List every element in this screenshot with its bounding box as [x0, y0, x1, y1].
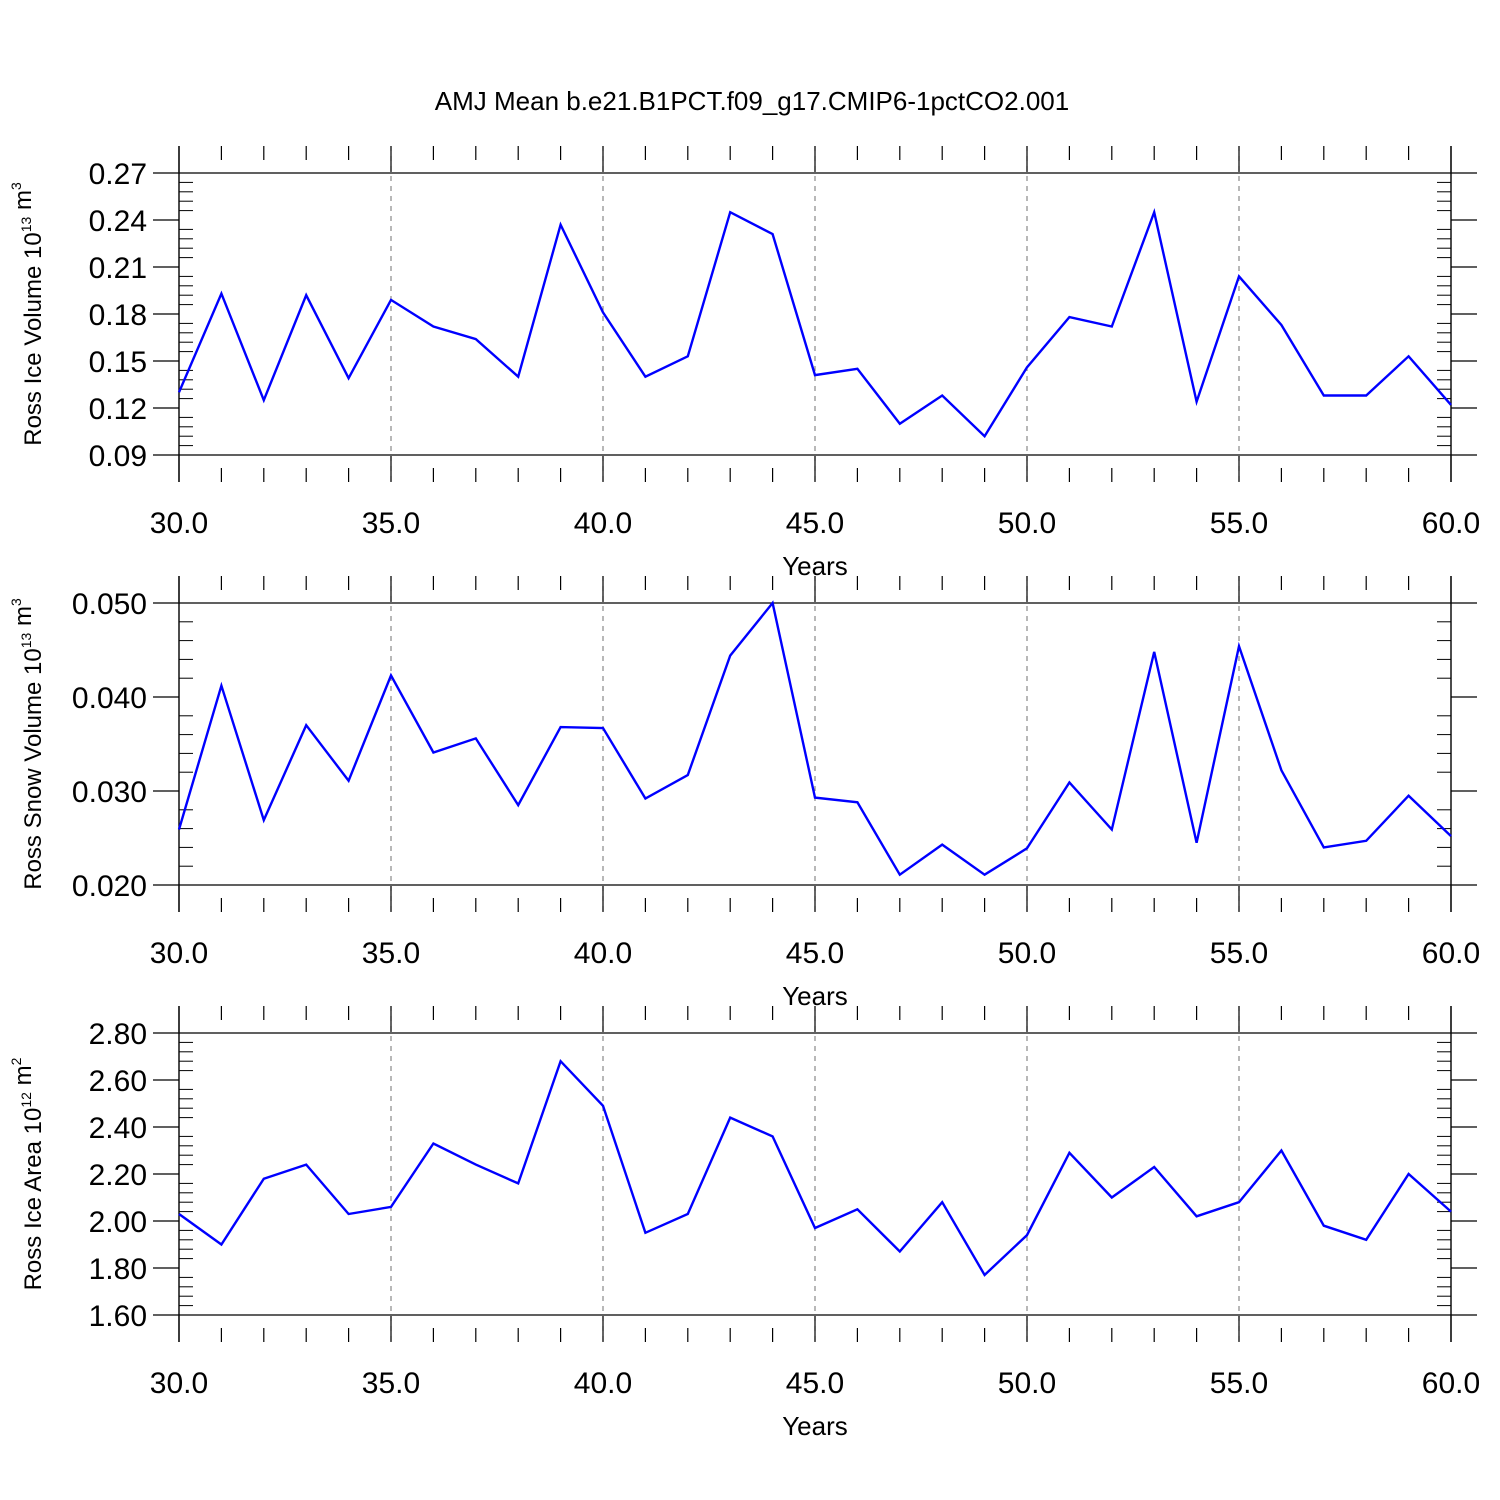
y-tick-label: 0.030 [72, 776, 147, 809]
y-tick-label: 2.20 [89, 1159, 147, 1192]
x-tick-label: 35.0 [362, 1367, 420, 1400]
x-tick-label: 40.0 [574, 937, 632, 970]
x-tick-label: 60.0 [1422, 507, 1480, 540]
x-tick-label: 45.0 [786, 507, 844, 540]
x-tick-label: 50.0 [998, 937, 1056, 970]
y-tick-label: 0.040 [72, 682, 147, 715]
x-tick-label: 55.0 [1210, 937, 1268, 970]
x-axis-label: Years [782, 1411, 848, 1441]
y-tick-label: 0.27 [89, 158, 147, 191]
x-tick-label: 45.0 [786, 937, 844, 970]
x-tick-label: 45.0 [786, 1367, 844, 1400]
x-tick-label: 55.0 [1210, 1367, 1268, 1400]
panels: 0.09 0.12 0.15 0.18 0.21 0.24 0.27 30.0 35.0 40.0… [8, 146, 1480, 1441]
panel-3: 1.60 1.80 2.00 2.20 2.40 2.60 2.80 30.0 35.0 40.0… [8, 1006, 1480, 1441]
panel-2: 0.020 0.030 0.040 0.050 30.0 35.0 40.0 45.0 50.0… [8, 576, 1480, 1011]
y-tick-label: 1.80 [89, 1253, 147, 1286]
y-axis-label: Ross Ice Volume 1013 m3 [8, 182, 47, 446]
y-axis-label: Ross Ice Area 1012 m2 [8, 1057, 47, 1290]
x-tick-label: 60.0 [1422, 1367, 1480, 1400]
x-tick-label: 35.0 [362, 507, 420, 540]
x-tick-label: 50.0 [998, 507, 1056, 540]
y-tick-label: 1.60 [89, 1300, 147, 1333]
x-tick-label: 55.0 [1210, 507, 1268, 540]
x-tick-label: 40.0 [574, 1367, 632, 1400]
y-tick-label: 0.12 [89, 393, 147, 426]
y-tick-label: 2.40 [89, 1112, 147, 1145]
y-tick-label: 0.050 [72, 588, 147, 621]
y-tick-label: 0.18 [89, 299, 147, 332]
chart-title: AMJ Mean b.e21.B1PCT.f09_g17.CMIP6-1pctC… [435, 86, 1069, 116]
y-tick-label: 0.24 [89, 205, 147, 238]
y-tick-label: 0.21 [89, 252, 147, 285]
x-tick-label: 40.0 [574, 507, 632, 540]
y-tick-label: 0.09 [89, 440, 147, 473]
panel-1: 0.09 0.12 0.15 0.18 0.21 0.24 0.27 30.0 35.0 40.0… [8, 146, 1480, 581]
x-tick-label: 30.0 [150, 937, 208, 970]
y-tick-label: 2.80 [89, 1018, 147, 1051]
x-tick-label: 30.0 [150, 507, 208, 540]
x-tick-label: 30.0 [150, 1367, 208, 1400]
x-tick-label: 60.0 [1422, 937, 1480, 970]
y-tick-label: 2.00 [89, 1206, 147, 1239]
y-tick-label: 0.15 [89, 346, 147, 379]
y-axis-label: Ross Snow Volume 1013 m3 [8, 598, 47, 890]
y-tick-label: 2.60 [89, 1065, 147, 1098]
y-tick-label: 0.020 [72, 870, 147, 903]
series-line-1 [177, 207, 1452, 439]
x-tick-label: 50.0 [998, 1367, 1056, 1400]
x-tick-label: 35.0 [362, 937, 420, 970]
